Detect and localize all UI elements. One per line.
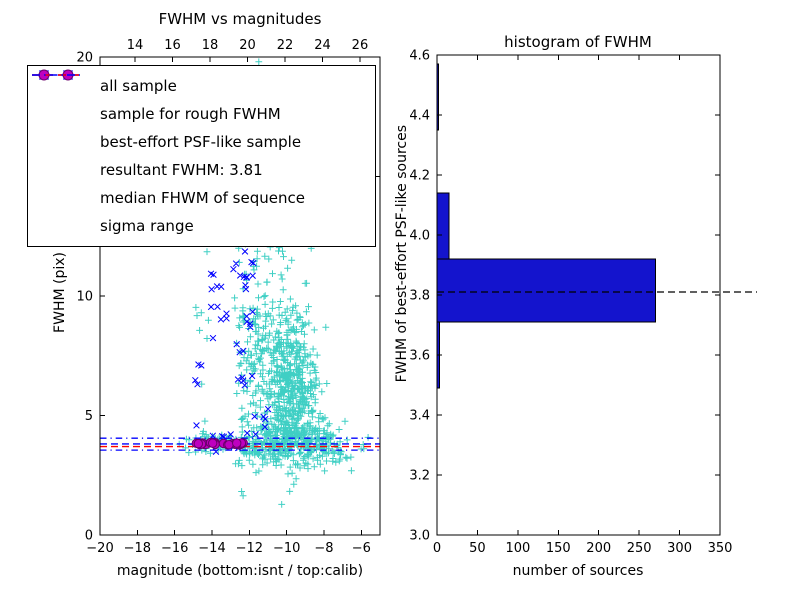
legend-item-label: sample for rough FWHM xyxy=(100,105,281,123)
svg-text:3.8: 3.8 xyxy=(409,289,430,304)
svg-text:4.2: 4.2 xyxy=(409,169,430,184)
right-plot-title: histogram of FWHM xyxy=(504,33,652,51)
legend-item: median FHWM of sequence xyxy=(32,74,365,212)
svg-text:300: 300 xyxy=(667,541,692,556)
svg-text:−6: −6 xyxy=(352,541,371,556)
svg-text:−14: −14 xyxy=(198,541,225,556)
legend-item: all sample xyxy=(36,70,365,100)
svg-text:−20: −20 xyxy=(86,541,113,556)
svg-text:150: 150 xyxy=(546,541,571,556)
svg-text:20: 20 xyxy=(239,38,256,53)
svg-text:−18: −18 xyxy=(124,541,151,556)
legend-marker-dashed-line-icon xyxy=(32,74,92,207)
legend-marker-dashdot-line-icon xyxy=(32,74,92,235)
svg-text:24: 24 xyxy=(314,38,331,53)
left-plot-xlabel: magnitude (bottom:isnt / top:calib) xyxy=(116,563,364,579)
svg-text:350: 350 xyxy=(708,541,733,556)
svg-text:4.6: 4.6 xyxy=(409,49,430,64)
legend-item: sample for rough FWHM xyxy=(36,70,365,128)
legend-marker-circle-icon xyxy=(36,69,92,151)
svg-text:16: 16 xyxy=(164,38,181,53)
svg-text:3.2: 3.2 xyxy=(409,469,430,484)
svg-text:4.0: 4.0 xyxy=(409,229,430,244)
left-plot-ylabel: FWHM (pix) xyxy=(52,252,68,333)
svg-text:−12: −12 xyxy=(236,541,263,556)
svg-text:18: 18 xyxy=(202,38,219,53)
svg-text:250: 250 xyxy=(627,541,652,556)
legend-item: best-effort PSF-like sample xyxy=(36,69,365,156)
svg-text:−8: −8 xyxy=(314,541,333,556)
svg-text:5: 5 xyxy=(85,409,93,424)
legend-item-label: all sample xyxy=(100,77,177,95)
svg-text:−16: −16 xyxy=(161,541,188,556)
svg-text:3.0: 3.0 xyxy=(409,529,430,544)
svg-text:20: 20 xyxy=(76,51,93,66)
legend-item-label: best-effort PSF-like sample xyxy=(100,133,302,151)
svg-text:3.6: 3.6 xyxy=(409,349,430,364)
svg-text:0: 0 xyxy=(433,541,441,556)
svg-text:26: 26 xyxy=(352,38,369,53)
legend-marker-dashed-line-icon xyxy=(32,74,92,179)
svg-text:14: 14 xyxy=(127,38,144,53)
svg-text:22: 22 xyxy=(277,38,294,53)
legend-item: sigma range xyxy=(32,74,365,240)
legend-item-label: median FHWM of sequence xyxy=(100,189,305,207)
legend-item: resultant FWHM: 3.81 xyxy=(32,74,365,184)
legend-item-label: sigma range xyxy=(100,217,194,235)
svg-text:0: 0 xyxy=(85,529,93,544)
svg-text:50: 50 xyxy=(469,541,486,556)
legend-marker-x-icon xyxy=(36,70,92,123)
legend: all sample sample for rough FWHM best-effo… xyxy=(27,65,376,247)
right-plot-xlabel: number of sources xyxy=(512,563,644,579)
right-plot-ylabel: FWHM of best-effort PSF-like sources xyxy=(394,125,410,383)
svg-text:4.4: 4.4 xyxy=(409,109,430,124)
svg-text:−10: −10 xyxy=(273,541,300,556)
left-plot-title: FWHM vs magnitudes xyxy=(158,10,322,28)
svg-text:100: 100 xyxy=(505,541,530,556)
svg-text:200: 200 xyxy=(586,541,611,556)
legend-item-label: resultant FWHM: 3.81 xyxy=(100,161,263,179)
svg-text:3.4: 3.4 xyxy=(409,409,430,424)
svg-text:10: 10 xyxy=(76,290,93,305)
